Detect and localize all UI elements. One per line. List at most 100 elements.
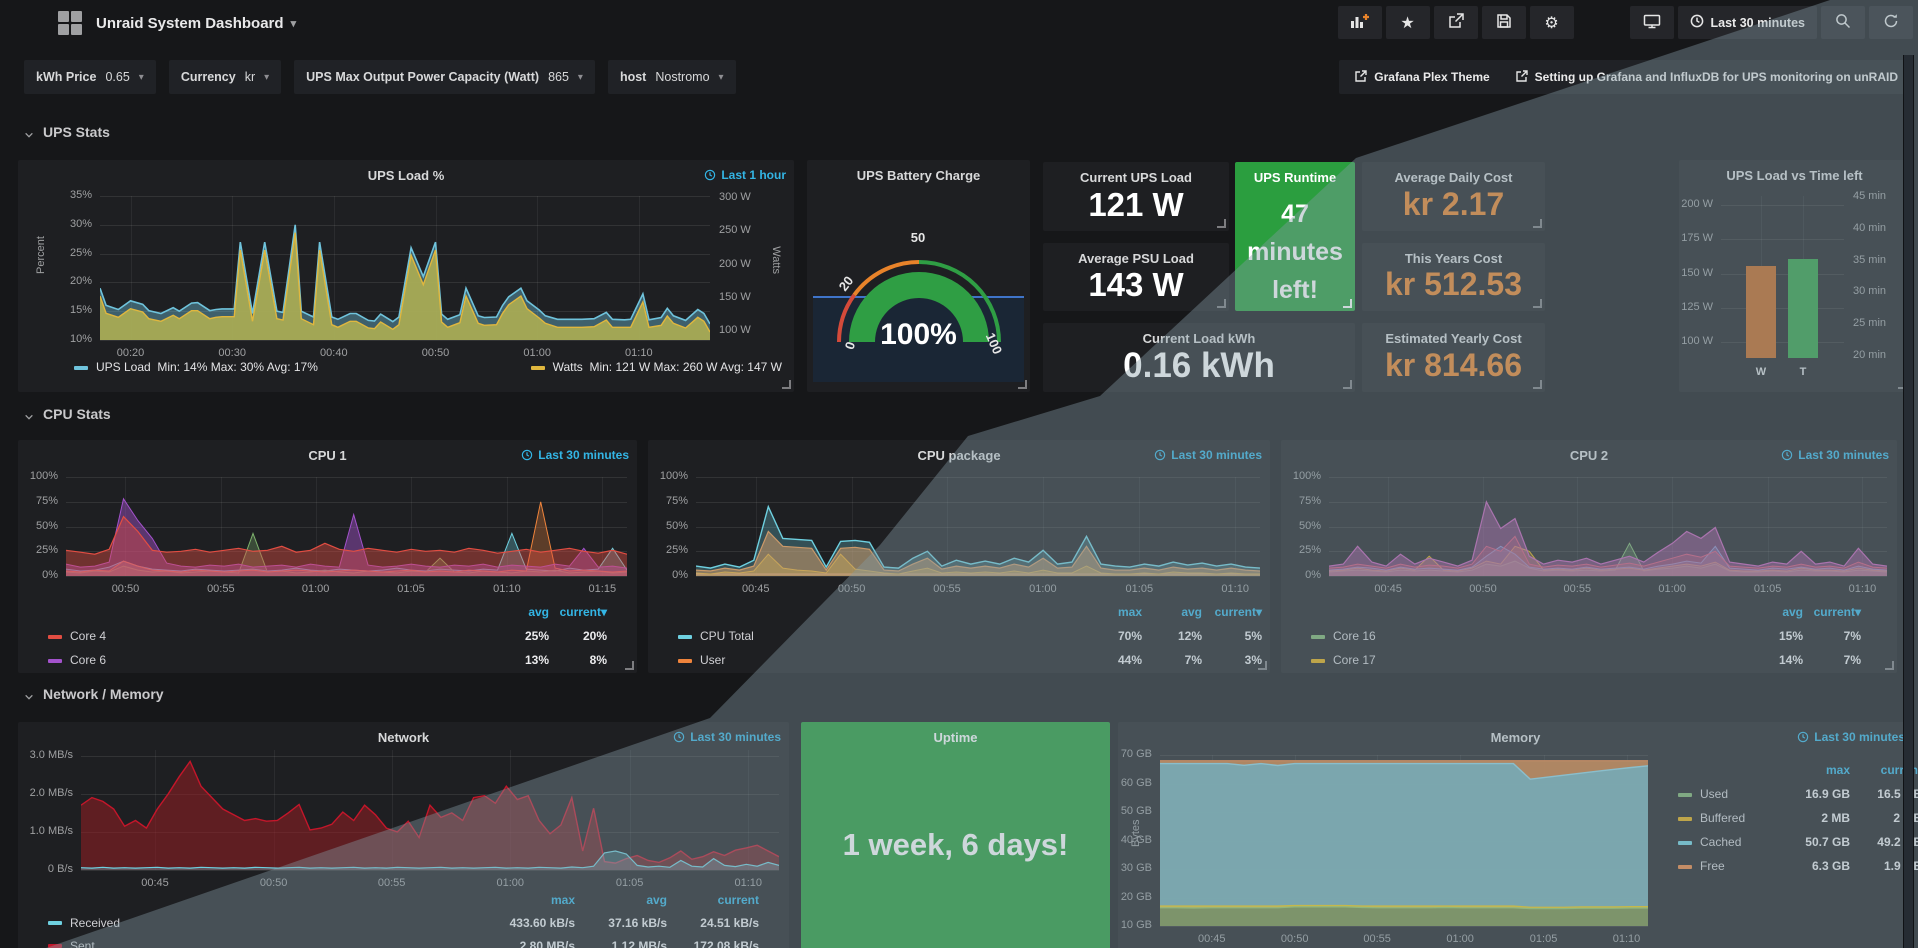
legend-series-toggle[interactable]: Core 16 bbox=[1311, 629, 1745, 643]
add-panel-button[interactable] bbox=[1337, 6, 1382, 39]
chevron-down-icon: ▾ bbox=[138, 71, 144, 83]
scrollbar[interactable] bbox=[1903, 55, 1914, 948]
grid-line bbox=[696, 501, 1260, 503]
legend-sort-header[interactable]: max bbox=[1825, 763, 1850, 777]
legend-series-toggle[interactable]: User bbox=[678, 653, 1082, 667]
panel-time-range[interactable]: Last 1 hour bbox=[704, 168, 786, 182]
panel-title[interactable]: CPU package bbox=[917, 448, 1001, 463]
section-cpu-stats[interactable]: CPU Stats bbox=[24, 406, 111, 422]
panel-time-range[interactable]: Last 30 minutes bbox=[1154, 448, 1262, 462]
save-button[interactable] bbox=[1481, 6, 1526, 39]
legend-sort-header[interactable]: avg bbox=[528, 605, 549, 619]
variable-currency[interactable]: Currency kr ▾ bbox=[168, 60, 282, 94]
time-range-picker[interactable]: Last 30 minutes bbox=[1677, 6, 1817, 39]
legend-series-toggle[interactable]: Used bbox=[1678, 787, 1778, 801]
panel-title[interactable]: Average Daily Cost bbox=[1394, 170, 1513, 185]
dashboard-title[interactable]: Unraid System Dashboard ▾ bbox=[96, 15, 296, 32]
legend-item[interactable]: Watts Min: 121 W Max: 260 W Avg: 147 W bbox=[530, 360, 782, 374]
legend-sort-header[interactable]: avg bbox=[646, 892, 667, 907]
link-grafana-influxdb-guide[interactable]: Setting up Grafana and InfluxDB for UPS … bbox=[1515, 69, 1898, 85]
star-button[interactable]: ★ bbox=[1385, 6, 1430, 39]
panel-resize-handle[interactable] bbox=[625, 661, 634, 670]
panel-title[interactable]: Average PSU Load bbox=[1078, 251, 1194, 266]
link-grafana-plex-theme[interactable]: Grafana Plex Theme bbox=[1355, 69, 1490, 85]
panel-resize-handle[interactable] bbox=[1343, 380, 1352, 389]
legend-series-toggle[interactable]: CPU Total bbox=[678, 629, 1082, 643]
variable-ups-max-output[interactable]: UPS Max Output Power Capacity (Watt) 865… bbox=[294, 60, 595, 94]
legend-sort-header[interactable]: max bbox=[550, 892, 575, 907]
panel-title[interactable]: CPU 2 bbox=[1569, 448, 1609, 463]
refresh-button[interactable] bbox=[1869, 6, 1913, 39]
time-range-label: Last 30 minutes bbox=[690, 730, 781, 744]
panel-title[interactable]: Uptime bbox=[933, 730, 978, 745]
panel-resize-handle[interactable] bbox=[1217, 219, 1226, 228]
legend-series-toggle[interactable]: Received bbox=[48, 916, 483, 930]
grid-line bbox=[232, 196, 234, 340]
stat-value: kr 814.66 bbox=[1384, 347, 1522, 383]
apps-menu-icon[interactable] bbox=[58, 11, 82, 35]
panel-resize-handle[interactable] bbox=[1885, 661, 1894, 670]
panel-title[interactable]: This Years Cost bbox=[1404, 251, 1503, 266]
variable-kwh-price[interactable]: kWh Price 0.65 ▾ bbox=[24, 60, 156, 94]
x-axis-tick: 00:55 bbox=[1563, 583, 1592, 595]
monitor-icon bbox=[1643, 13, 1661, 32]
legend-sort-header[interactable]: current▾ bbox=[1214, 605, 1262, 619]
variable-host[interactable]: host Nostromo ▾ bbox=[607, 60, 736, 94]
panel-title[interactable]: UPS Runtime bbox=[1253, 170, 1337, 185]
panel-title[interactable]: Estimated Yearly Cost bbox=[1385, 331, 1522, 346]
legend-sort-header[interactable]: max bbox=[1117, 605, 1142, 619]
panel-resize-handle[interactable] bbox=[1217, 299, 1226, 308]
panel-title[interactable]: UPS Load vs Time left bbox=[1726, 168, 1863, 183]
settings-button[interactable]: ⚙ bbox=[1529, 6, 1574, 39]
legend-sort-header[interactable]: current▾ bbox=[559, 605, 607, 619]
legend-sort-header[interactable]: avg bbox=[1782, 605, 1803, 619]
legend-series-toggle[interactable]: Core 6 bbox=[48, 653, 491, 667]
share-button[interactable] bbox=[1433, 6, 1478, 39]
panel-title[interactable]: UPS Battery Charge bbox=[856, 168, 981, 183]
panel-time-range[interactable]: Last 30 minutes bbox=[1797, 730, 1905, 744]
panel-title[interactable]: Network bbox=[377, 730, 430, 745]
panel-title[interactable]: Current UPS Load bbox=[1080, 170, 1192, 185]
legend-sort-header[interactable]: current bbox=[717, 892, 759, 907]
panel-time-range[interactable]: Last 30 minutes bbox=[521, 448, 629, 462]
legend-series-toggle[interactable]: Free bbox=[1678, 859, 1778, 873]
panel-resize-handle[interactable] bbox=[1533, 219, 1542, 228]
panel-resize-handle[interactable] bbox=[1343, 299, 1352, 308]
grid-line bbox=[333, 196, 335, 340]
legend-series-toggle[interactable]: Sent bbox=[48, 939, 483, 948]
panel-resize-handle[interactable] bbox=[1258, 661, 1267, 670]
panel-resize-handle[interactable] bbox=[1018, 380, 1027, 389]
search-button[interactable] bbox=[1821, 6, 1865, 39]
top-navbar: Unraid System Dashboard ▾ ★ ⚙ bbox=[0, 0, 1918, 46]
x-axis-tick: 00:45 bbox=[141, 877, 169, 889]
legend-sort-header[interactable]: current▾ bbox=[1813, 605, 1861, 619]
x-axis-tick: 00:50 bbox=[421, 347, 450, 359]
x-axis-tick: 00:40 bbox=[320, 347, 348, 359]
legend-item[interactable]: UPS Load Min: 14% Max: 30% Avg: 17% bbox=[74, 360, 318, 374]
legend-series-toggle[interactable]: Core 17 bbox=[1311, 653, 1745, 667]
x-axis-tick: 01:05 bbox=[1529, 933, 1558, 945]
y-axis-tick: 20 GB bbox=[1120, 890, 1152, 903]
legend-series-toggle[interactable]: Cached bbox=[1678, 835, 1778, 849]
panel-resize-handle[interactable] bbox=[1533, 299, 1542, 308]
panel-resize-handle[interactable] bbox=[1533, 380, 1542, 389]
panel-title[interactable]: CPU 1 bbox=[308, 448, 347, 463]
panel-title[interactable]: Memory bbox=[1490, 730, 1541, 745]
section-title: UPS Stats bbox=[43, 124, 110, 140]
panel-resize-handle[interactable] bbox=[782, 380, 791, 389]
section-ups-stats[interactable]: UPS Stats bbox=[24, 124, 110, 140]
panel-time-range[interactable]: Last 30 minutes bbox=[673, 730, 781, 744]
panel-time-range[interactable]: Last 30 minutes bbox=[1781, 448, 1889, 462]
legend-value: 172.08 kB/s bbox=[693, 938, 759, 948]
grid-line bbox=[1329, 526, 1887, 528]
legend-sort-header[interactable]: avg bbox=[1181, 605, 1202, 619]
legend-series-toggle[interactable]: Core 4 bbox=[48, 629, 491, 643]
section-network-memory[interactable]: Network / Memory bbox=[24, 686, 164, 702]
grid-line bbox=[1672, 477, 1674, 576]
panel-title[interactable]: UPS Load % bbox=[367, 168, 445, 183]
y-axis-tick-right: 45 min bbox=[1853, 189, 1887, 202]
panel-title[interactable]: Current Load kWh bbox=[1142, 331, 1256, 346]
cycle-view-button[interactable] bbox=[1629, 6, 1674, 39]
grid-line bbox=[696, 526, 1260, 528]
legend-series-toggle[interactable]: Buffered bbox=[1678, 811, 1778, 825]
